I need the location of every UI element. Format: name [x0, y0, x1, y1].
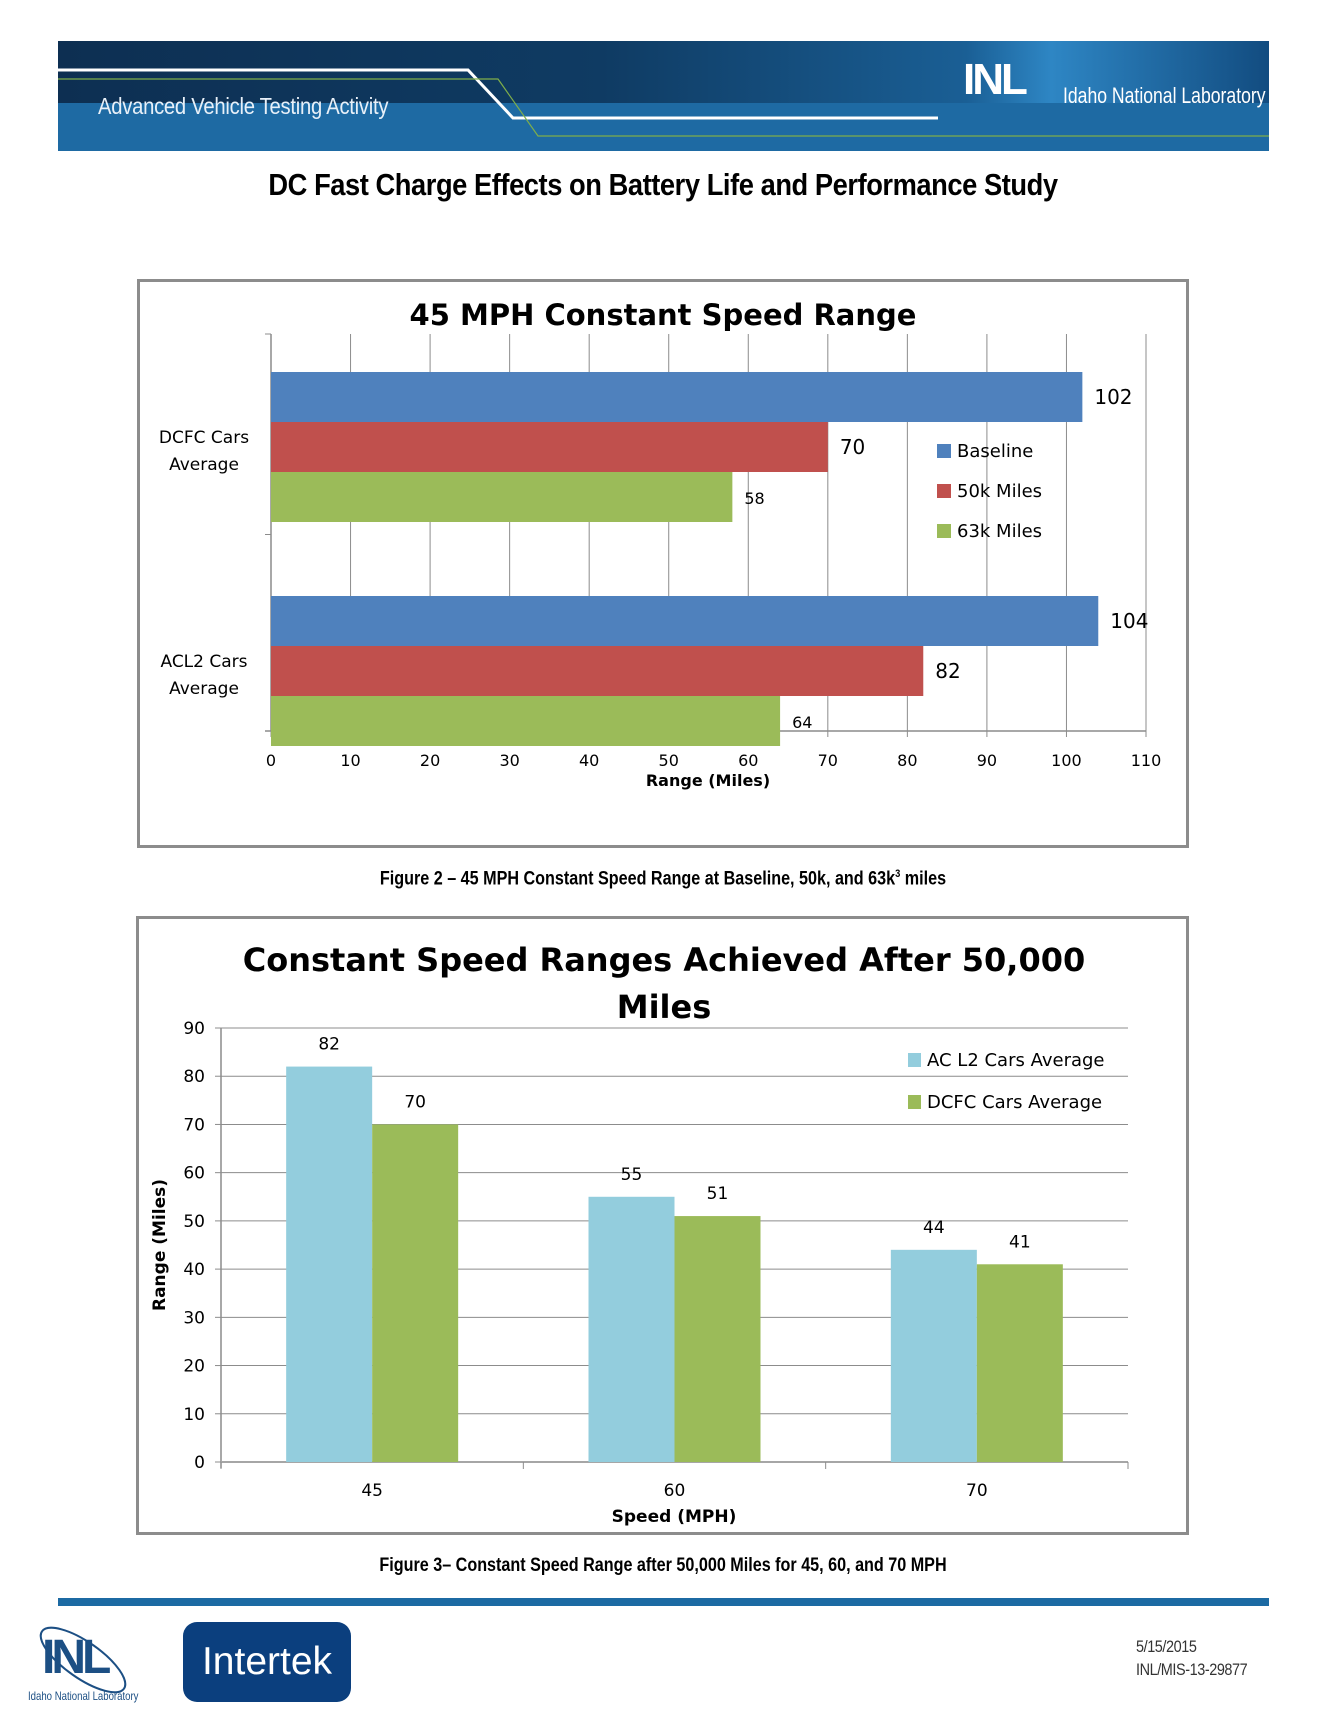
chart1-xtick-label: 30 [499, 751, 519, 770]
chart1-xtick-label: 0 [266, 751, 276, 770]
header-banner: Advanced Vehicle Testing Activity INL Id… [58, 41, 1269, 151]
footer-rule [58, 1598, 1269, 1606]
chart2-x-axis-title: Speed (MPH) [612, 1507, 737, 1527]
chart2-data-label: 41 [1009, 1232, 1031, 1252]
inl-logo-text: INL [963, 55, 1028, 104]
chart1-xtick-label: 50 [659, 751, 679, 770]
chart1-xtick-label: 90 [977, 751, 997, 770]
footer-meta: 5/15/2015 INL/MIS-13-29877 [1136, 1635, 1248, 1681]
program-title: Advanced Vehicle Testing Activity [98, 93, 389, 119]
chart2-ytick-label: 0 [194, 1453, 205, 1473]
document-title: DC Fast Charge Effects on Battery Life a… [268, 167, 1058, 202]
chart1-xtick-label: 100 [1051, 751, 1082, 770]
chart1-legend-label: Baseline [957, 441, 1033, 462]
chart2-svg: Constant Speed Ranges Achieved After 50,… [150, 941, 1129, 1527]
chart2-ytick-label: 30 [183, 1308, 205, 1328]
banner-decoration [58, 68, 1269, 137]
chart2-ytick-label: 10 [183, 1405, 205, 1425]
footer-doc-id: INL/MIS-13-29877 [1136, 1660, 1248, 1679]
chart1-bar-63k-miles [271, 696, 781, 746]
figure2-caption-sup: 3 [895, 868, 901, 880]
figure2-caption-end: miles [900, 868, 947, 890]
chart1-category-label: ACL2 Cars [160, 652, 247, 672]
footer-inl-org: Idaho National Laboratory [28, 1689, 139, 1703]
chart1-title: 45 MPH Constant Speed Range [410, 298, 917, 332]
chart1-bar-baseline [271, 372, 1083, 422]
chart2-ytick-label: 40 [183, 1260, 205, 1280]
figure2-caption: Figure 2 – 45 MPH Constant Speed Range a… [99, 868, 1226, 890]
chart2-data-label: 82 [318, 1035, 340, 1055]
chart2-legend-swatch [908, 1095, 921, 1109]
inl-org-name: Idaho National Laboratory [1063, 83, 1266, 108]
chart1-bar-50k-miles [271, 422, 828, 472]
chart1-xtick-label: 80 [897, 751, 917, 770]
chart1-svg: 45 MPH Constant Speed Range 0 10 20 30 40 50 60… [159, 298, 1162, 790]
chart1-data-label: 102 [1094, 385, 1132, 409]
chart2-xtick-label: 70 [966, 1481, 988, 1501]
chart1-data-label: 70 [840, 435, 865, 459]
chart1-data-label: 82 [935, 659, 960, 683]
chart1-legend-swatch [937, 484, 951, 498]
chart2-ytick-label: 60 [183, 1164, 205, 1184]
chart2-bar-dcfc [372, 1124, 459, 1462]
chart1-frame: 45 MPH Constant Speed Range 0 10 20 30 40 50 60… [137, 279, 1189, 848]
chart2-bar-acl2 [890, 1249, 977, 1462]
figure3-caption: Figure 3– Constant Speed Range after 50,… [379, 1555, 947, 1576]
chart1-bar-baseline [271, 596, 1099, 646]
chart2-bar-acl2 [588, 1196, 675, 1462]
chart1-xtick-label: 110 [1131, 751, 1162, 770]
chart1-data-label: 64 [792, 713, 812, 732]
chart2-frame: Constant Speed Ranges Achieved After 50,… [136, 916, 1189, 1535]
chart2-xtick-label: 60 [664, 1481, 686, 1501]
chart2-ytick-label: 20 [183, 1357, 205, 1377]
figure2-caption-main: Figure 2 – 45 MPH Constant Speed Range a… [379, 868, 896, 890]
chart1-data-label: 104 [1110, 609, 1148, 633]
chart1-category-label: DCFC Cars [159, 428, 249, 448]
chart1-bar-63k-miles [271, 472, 733, 522]
chart1-legend-label: 63k Miles [957, 521, 1042, 542]
chart1-data-label: 58 [744, 489, 764, 508]
chart1-xtick-label: 70 [818, 751, 838, 770]
chart1-category-label: Average [169, 679, 239, 699]
footer-inl-text: INL [42, 1631, 111, 1684]
chart2-title: Miles [617, 988, 712, 1026]
chart2-legend-label: AC L2 Cars Average [927, 1050, 1105, 1071]
chart2-legend-swatch [908, 1053, 921, 1067]
chart2-data-label: 55 [621, 1165, 643, 1185]
chart2-bar-dcfc [674, 1216, 761, 1462]
chart1-legend-label: 50k Miles [957, 481, 1042, 502]
chart2-xtick-label: 45 [361, 1481, 383, 1501]
chart2-ytick-label: 80 [183, 1067, 205, 1087]
chart1-xtick-label: 20 [420, 751, 440, 770]
chart2-ytick-label: 50 [183, 1212, 205, 1232]
intertek-logo: Intertek [183, 1622, 351, 1702]
chart1-xtick-label: 60 [738, 751, 758, 770]
inl-logo: INL Idaho National Laboratory [963, 55, 1266, 108]
chart1-legend-swatch [937, 444, 951, 458]
chart1-x-axis-title: Range (Miles) [646, 771, 770, 790]
footer-inl-logo: INL Idaho National Laboratory [28, 1625, 143, 1705]
chart1-xtick-label: 10 [340, 751, 360, 770]
chart1-category-label: Average [169, 455, 239, 475]
chart2-legend-label: DCFC Cars Average [927, 1092, 1102, 1113]
chart2-ytick-label: 90 [183, 1019, 205, 1039]
chart2-title: Constant Speed Ranges Achieved After 50,… [243, 941, 1086, 979]
chart2-bar-acl2 [286, 1066, 373, 1462]
chart2-ytick-label: 70 [183, 1115, 205, 1135]
chart2-data-label: 70 [404, 1092, 426, 1112]
chart2-data-label: 44 [923, 1218, 945, 1238]
chart2-y-axis-title: Range (Miles) [150, 1179, 170, 1311]
chart2-data-label: 51 [707, 1184, 729, 1204]
chart2-bar-dcfc [976, 1264, 1063, 1462]
chart1-bar-50k-miles [271, 646, 924, 696]
chart1-xtick-label: 40 [579, 751, 599, 770]
footer-date: 5/15/2015 [1136, 1637, 1197, 1656]
chart1-legend-swatch [937, 524, 951, 538]
